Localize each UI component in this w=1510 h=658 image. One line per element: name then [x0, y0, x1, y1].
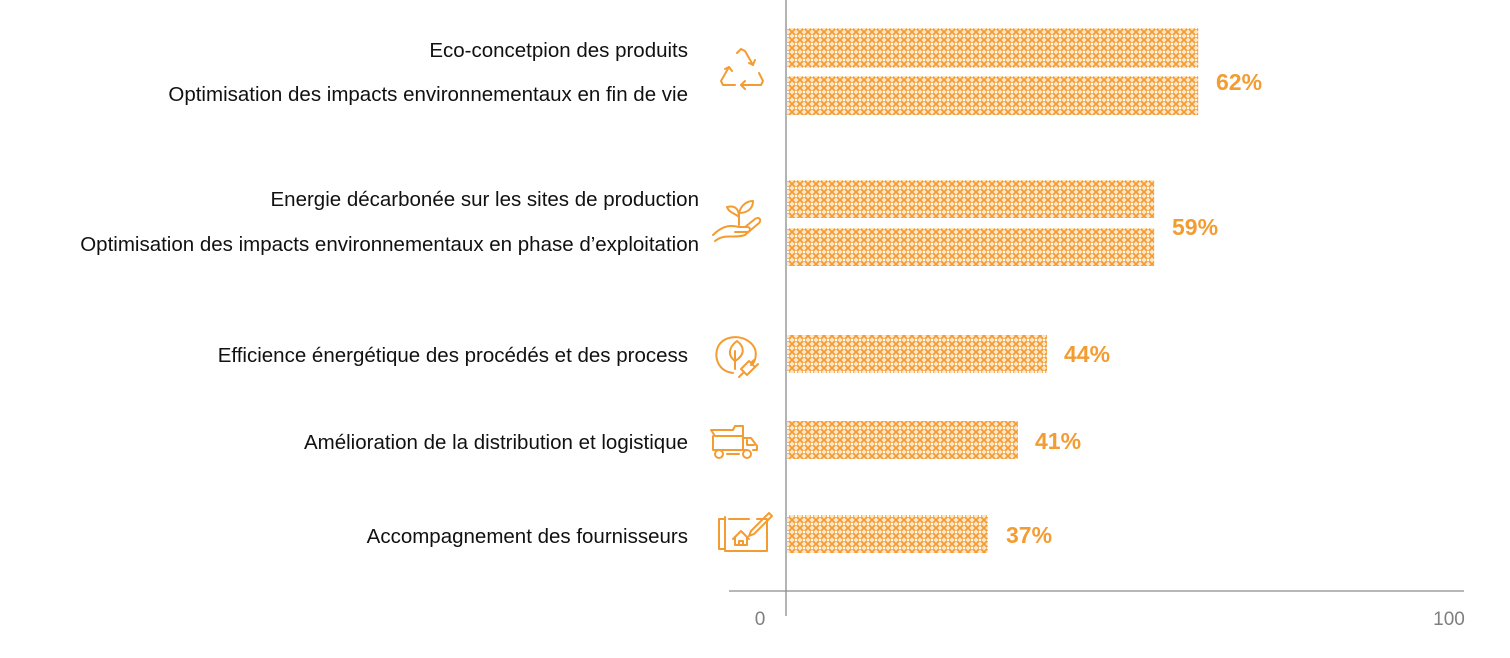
category-label: Eco-concetpion des produits [429, 39, 688, 62]
x-tick-label: 100 [1433, 609, 1465, 630]
bar [787, 335, 1048, 373]
x-tick-label: 0 [755, 609, 766, 630]
value-label: 59% [1172, 214, 1218, 240]
hand-plant-icon [712, 200, 762, 242]
value-label: 44% [1064, 341, 1110, 367]
value-label: 62% [1216, 69, 1262, 95]
leaf-plug-icon [715, 336, 759, 378]
bar [787, 76, 1199, 115]
bar [787, 515, 989, 553]
bar [787, 421, 1018, 459]
bar [787, 228, 1155, 266]
category-labels: Eco-concetpion des produits Optimisation … [80, 39, 699, 548]
category-label: Efficience énergétique des procédés et d… [218, 344, 688, 367]
value-label: 37% [1006, 522, 1052, 548]
value-labels: 62% 59% 44% 41% 37% [1006, 69, 1262, 548]
truck-icon [710, 425, 758, 459]
bar [787, 28, 1199, 68]
category-label: Optimisation des impacts environnementau… [168, 83, 688, 106]
category-label: Amélioration de la distribution et logis… [304, 431, 688, 454]
value-label: 41% [1035, 428, 1081, 454]
category-label: Optimisation des impacts environnementau… [80, 233, 699, 256]
blueprint-house-icon [718, 512, 773, 552]
icons-layer [710, 48, 773, 552]
category-label: Accompagnement des fournisseurs [367, 525, 688, 548]
bar [787, 180, 1155, 218]
recycle-icon [720, 48, 764, 90]
category-label: Energie décarbonée sur les sites de prod… [271, 188, 700, 211]
bars-layer [787, 28, 1199, 553]
